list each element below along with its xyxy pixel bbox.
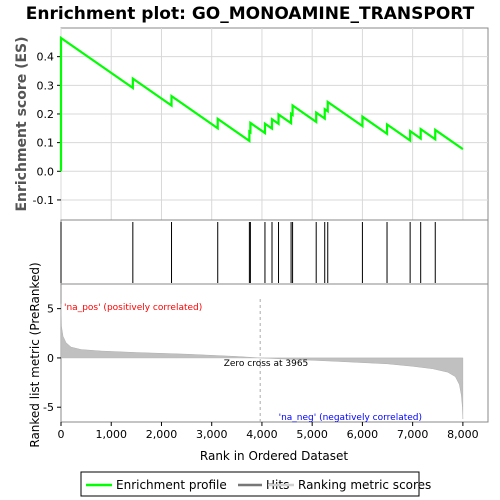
x-tick-label: 5,000 [296, 428, 328, 441]
metric-tick-label: -5 [43, 401, 54, 414]
enrichment-profile-line [59, 35, 464, 172]
hits-panel-frame [60, 219, 489, 285]
legend-label-metric: Ranking metric scores [298, 478, 431, 492]
metric-tick-label: 0 [47, 352, 54, 365]
es-tick-label: 0.4 [37, 51, 55, 64]
legend-item-enrichment-profile: Enrichment profile [86, 478, 227, 492]
x-tick-label: 1,000 [95, 428, 127, 441]
legend-item-ranking-metric: Ranking metric scores [268, 478, 431, 492]
x-axis-label: Rank in Ordered Dataset [200, 449, 348, 463]
es-tick-label: 0.0 [37, 165, 55, 178]
pos-correlated-label: 'na_pos' (positively correlated) [64, 303, 202, 313]
x-tick-label: 6,000 [347, 428, 379, 441]
legend-label-enrichment: Enrichment profile [116, 478, 227, 492]
chart-title: Enrichment plot: GO_MONOAMINE_TRANSPORT [26, 4, 475, 24]
x-tick-label: 8,000 [447, 428, 479, 441]
hits-markers [60, 222, 436, 283]
x-tick-label: 7,000 [397, 428, 429, 441]
es-tick-label: 0.1 [37, 137, 55, 150]
es-tick-label: 0.3 [37, 79, 55, 92]
x-tick-label: 3,000 [196, 428, 228, 441]
es-y-axis: -0.1 0.0 0.1 0.2 0.3 0.4 [33, 51, 61, 207]
metric-y-axis-label: Ranked list metric (PreRanked) [28, 262, 42, 447]
x-tick-label: 2,000 [146, 428, 178, 441]
x-axis: 0 1,000 2,000 3,000 4,000 5,000 6,000 7,000 8,00… [58, 422, 479, 441]
metric-tick-label: 5 [47, 303, 54, 316]
x-tick-label: 0 [58, 428, 65, 441]
es-tick-label: 0.2 [37, 108, 55, 121]
neg-correlated-label: 'na_neg' (negatively correlated) [279, 413, 422, 423]
ranking-metric-area [60, 303, 464, 420]
es-tick-label: -0.1 [33, 194, 54, 207]
x-tick-label: 4,000 [246, 428, 278, 441]
zero-cross-label: Zero cross at 3965 [224, 359, 309, 369]
es-y-axis-label: Enrichment score (ES) [14, 36, 30, 211]
es-panel-frame [60, 27, 489, 221]
metric-y-axis: -5 0 5 [43, 303, 61, 414]
